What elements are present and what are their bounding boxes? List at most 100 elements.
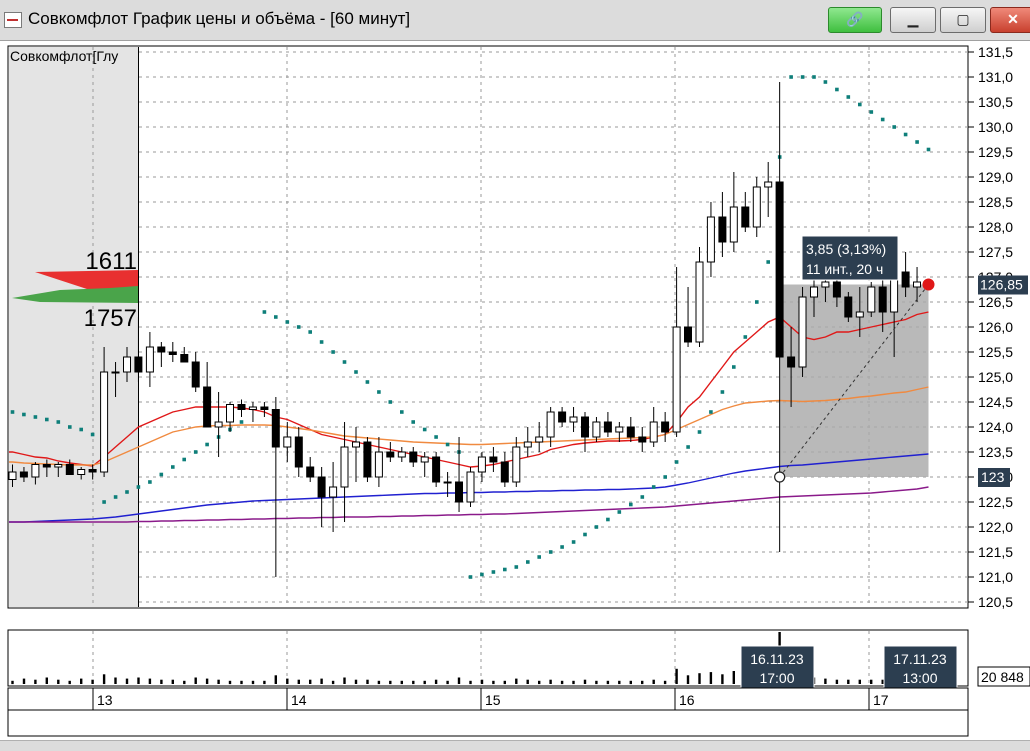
volume-bar: [595, 680, 598, 685]
psar-point: [663, 475, 667, 479]
psar-point: [491, 570, 496, 574]
close-button[interactable]: ✕: [990, 7, 1030, 33]
candle-body-up: [340, 446, 349, 488]
volume-bar: [354, 679, 358, 684]
candle-body-down: [237, 404, 246, 410]
volume-bar: [194, 677, 197, 684]
candle-body-down: [455, 481, 463, 503]
candle-body-up: [8, 471, 17, 480]
price-volume-chart[interactable]: 1611 1757 3,85 (3,13%) 11 инт., 20 ч 120…: [0, 40, 1030, 740]
candle-body-down: [844, 296, 853, 318]
candle: [248, 402, 257, 422]
candle-body-down: [363, 441, 372, 478]
candle-body-up: [810, 286, 818, 298]
y-tick-label: 121,0: [978, 569, 1013, 585]
volume-bar: [389, 680, 392, 685]
price-axis[interactable]: 120,5121,0121,5122,0122,5123,0123,5124,0…: [968, 44, 1013, 610]
measure-end-point[interactable]: [922, 278, 935, 291]
candle: [477, 452, 486, 482]
candle: [191, 352, 200, 392]
volume-bar: [137, 677, 140, 684]
measure-tooltip-bars: 11 инт., 20 ч: [806, 261, 883, 277]
candle: [306, 457, 315, 482]
volume-bar: [572, 680, 575, 685]
psar-point: [102, 500, 106, 504]
volume-panel[interactable]: [7, 629, 969, 687]
candle: [260, 402, 269, 417]
candle: [706, 202, 715, 277]
candle-body-up: [649, 421, 658, 443]
y-tick-label: 122,5: [978, 494, 1013, 510]
volume-bar: [240, 680, 243, 685]
candle: [157, 342, 166, 367]
candle-body-up: [615, 426, 624, 433]
psar-point: [766, 260, 770, 264]
psar-point: [835, 87, 839, 92]
volume-bar: [183, 680, 186, 685]
volume-bar: [68, 680, 71, 685]
volume-grid: [92, 631, 870, 685]
volume-bar: [538, 680, 541, 685]
psar-point: [319, 340, 324, 344]
candle-body-down: [294, 436, 303, 468]
minimize-icon: ▁: [907, 11, 919, 27]
psar-point: [526, 560, 530, 564]
psar-point: [606, 517, 610, 522]
candle: [65, 459, 74, 475]
candle-body-up: [764, 181, 773, 188]
candle: [546, 407, 555, 447]
volume-bar: [102, 674, 106, 685]
volume-bar: [366, 679, 369, 684]
volume-bar: [91, 679, 94, 684]
candle-body-up: [214, 421, 223, 428]
candle: [764, 162, 773, 217]
psar-point: [651, 485, 656, 489]
candle-body-down: [409, 451, 418, 463]
candle: [123, 347, 131, 382]
psar-point: [686, 445, 690, 449]
candle: [615, 422, 624, 442]
link-button[interactable]: 🔗: [828, 7, 882, 33]
y-tick-label: 127,5: [978, 244, 1013, 260]
candle-body-down: [271, 409, 280, 448]
candle: [226, 402, 234, 432]
psar-point: [182, 457, 186, 462]
candle: [237, 399, 246, 417]
psar-point: [171, 465, 175, 469]
candle: [901, 252, 910, 297]
candle: [145, 332, 154, 387]
psar-point: [571, 540, 576, 544]
candle-body-down: [500, 461, 509, 483]
psar-point: [583, 532, 587, 537]
psar-point: [617, 510, 622, 514]
candle: [317, 467, 326, 527]
candle-body-down: [661, 421, 670, 433]
psar-point: [33, 415, 38, 419]
volume-bar: [641, 680, 644, 685]
candle: [432, 452, 441, 487]
y-tick-label: 126,5: [978, 294, 1013, 310]
psar-point: [869, 110, 874, 114]
candle-body-down: [787, 356, 796, 368]
psar-point: [274, 315, 278, 319]
candle-body-up: [248, 406, 257, 410]
psar-point: [388, 400, 393, 404]
maximize-button[interactable]: ▢: [940, 7, 986, 33]
candle: [661, 412, 670, 442]
psar-point: [136, 485, 141, 489]
measure-line: [779, 284, 929, 478]
candle-body-down: [489, 456, 498, 463]
chart-window-icon: [4, 12, 22, 28]
psar-point: [892, 125, 896, 129]
measure-start-point[interactable]: [774, 471, 786, 483]
x-tick-label: 15: [485, 692, 501, 708]
cursor-label-2-time: 13:00: [902, 670, 937, 686]
volume-bar: [709, 672, 713, 684]
volume-bar: [217, 679, 220, 684]
candle-body-up: [523, 441, 532, 448]
candle: [111, 362, 120, 397]
psar-point: [262, 310, 267, 314]
candle: [134, 317, 143, 382]
minimize-button[interactable]: ▁: [890, 7, 936, 33]
candle-body-up: [729, 206, 738, 243]
